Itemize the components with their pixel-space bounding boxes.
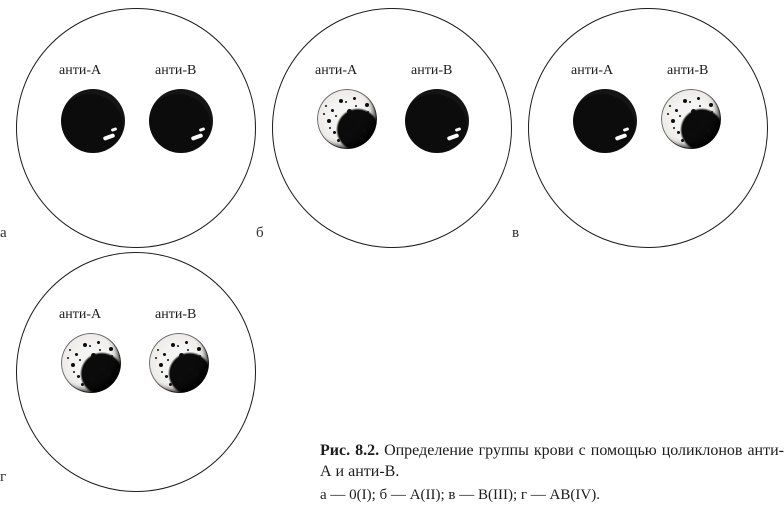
panel-letter: б <box>256 225 268 242</box>
label-anti-a: анти-А <box>315 63 357 79</box>
panel-letter: г <box>0 469 12 486</box>
label-anti-b: анти-В <box>411 63 452 79</box>
label-anti-a: анти-А <box>59 63 101 79</box>
blood-drop-solid <box>61 89 125 153</box>
panel-letter: в <box>512 225 524 242</box>
blood-drop-agglutinated <box>317 89 377 149</box>
blood-drop-agglutinated <box>61 333 121 393</box>
panel-б: б анти-А анти-В <box>256 8 512 248</box>
label-anti-a: анти-А <box>571 63 613 79</box>
petri-dish: анти-А анти-В <box>16 8 256 248</box>
panel-в: в анти-А анти-В <box>512 8 768 248</box>
petri-dish: анти-А анти-В <box>528 8 768 248</box>
label-anti-a: анти-А <box>59 307 101 323</box>
figure-legend: а — 0(I); б — А(II); в — В(III); г — АВ(… <box>320 487 784 504</box>
petri-dish: анти-А анти-В <box>16 252 256 492</box>
figure-description: Определение группы крови с помощью цолик… <box>320 442 784 479</box>
label-anti-b: анти-В <box>155 307 196 323</box>
label-anti-b: анти-В <box>667 63 708 79</box>
blood-drop-solid <box>149 89 213 153</box>
panel-г: г анти-А анти-В <box>0 252 256 492</box>
blood-drop-agglutinated <box>149 333 209 393</box>
label-anti-b: анти-В <box>155 63 196 79</box>
figure-number: Рис. 8.2. <box>320 442 379 459</box>
blood-drop-agglutinated <box>661 89 721 149</box>
blood-drop-solid <box>405 89 469 153</box>
petri-dish: анти-А анти-В <box>272 8 512 248</box>
blood-drop-solid <box>573 89 637 153</box>
panel-а: а анти-А анти-В <box>0 8 256 248</box>
panel-letter: а <box>0 225 12 242</box>
